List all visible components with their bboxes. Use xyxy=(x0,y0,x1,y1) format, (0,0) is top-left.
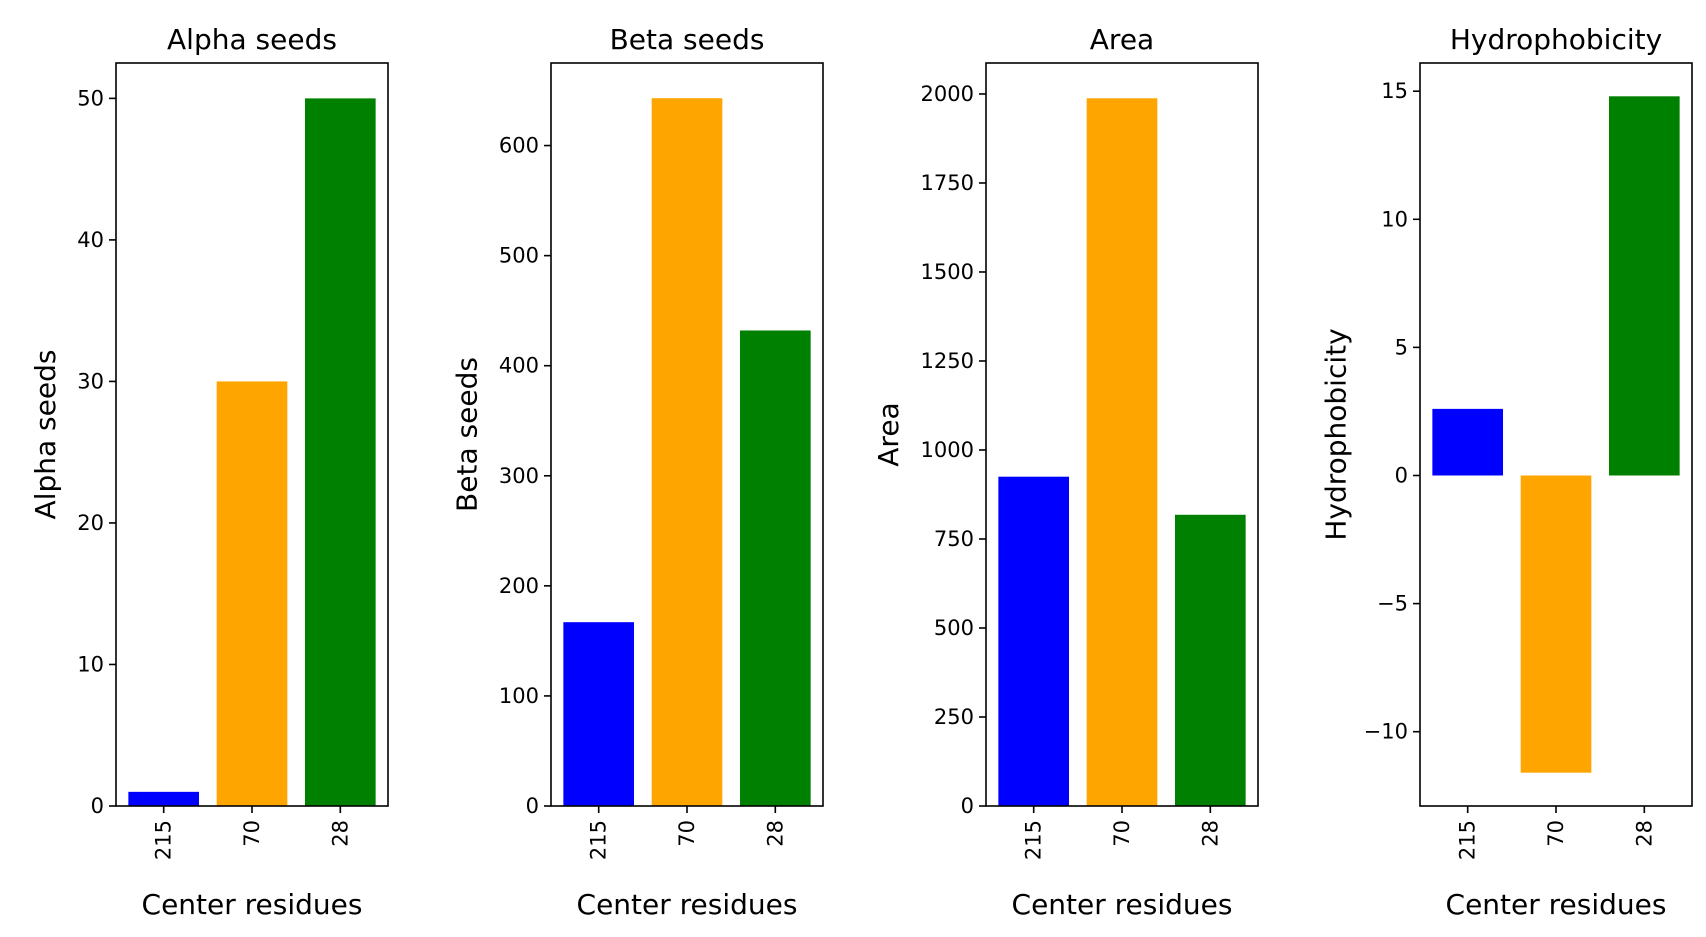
y-tick-label: 1750 xyxy=(921,171,974,195)
x-tick-label: 215 xyxy=(152,820,176,860)
x-tick-label: 28 xyxy=(328,820,352,847)
x-tick-label: 215 xyxy=(587,820,611,860)
y-tick-label: 1250 xyxy=(921,349,974,373)
y-axis-label: Area xyxy=(872,402,905,466)
y-axis-label: Beta seeds xyxy=(451,357,484,512)
y-tick-label: 300 xyxy=(499,464,539,488)
chart-panel-2: 0 100 200 300 400 500 600 215 70 28 Beta seeds Cent… xyxy=(451,23,824,921)
chart-title: Beta seeds xyxy=(610,23,765,56)
x-tick-label: 215 xyxy=(1022,820,1046,860)
x-tick-label: 28 xyxy=(1198,820,1222,847)
x-tick-label: 28 xyxy=(1632,820,1656,847)
x-tick-label: 70 xyxy=(675,820,699,847)
y-tick-label: 0 xyxy=(91,794,104,818)
x-axis-label: Center residues xyxy=(142,888,363,921)
y-tick-label: 40 xyxy=(77,228,104,252)
chart-title: Alpha seeds xyxy=(167,23,337,56)
chart-panel-4: −10 −5 0 5 10 15 215 70 28 Hydrophobicity Center r… xyxy=(1320,23,1693,921)
x-axis-label: Center residues xyxy=(1012,888,1233,921)
y-tick-label: 500 xyxy=(934,616,974,640)
y-tick-label: −5 xyxy=(1377,592,1408,616)
x-axis-label: Center residues xyxy=(1446,888,1667,921)
y-tick-label: 600 xyxy=(499,134,539,158)
y-tick-label: 400 xyxy=(499,354,539,378)
bar-28 xyxy=(304,98,376,806)
x-tick-label: 70 xyxy=(240,820,264,847)
bar-215 xyxy=(563,622,635,806)
x-tick-label: 215 xyxy=(1456,820,1480,860)
x-tick-label: 28 xyxy=(763,820,787,847)
y-tick-label: 5 xyxy=(1395,335,1408,359)
y-tick-label: 20 xyxy=(77,511,104,535)
x-tick-label: 70 xyxy=(1544,820,1568,847)
bar-28 xyxy=(739,330,811,806)
y-tick-label: 500 xyxy=(499,244,539,268)
bar-215 xyxy=(998,476,1070,806)
chart-panel-1: 0 10 20 30 40 50 215 70 28 Alpha seeds Center resi… xyxy=(29,23,389,921)
y-tick-label: 10 xyxy=(77,652,104,676)
y-tick-label: 1500 xyxy=(921,260,974,284)
y-axis-label: Alpha seeds xyxy=(29,350,62,520)
chart-title: Area xyxy=(1090,23,1154,56)
y-tick-label: 250 xyxy=(934,705,974,729)
bar-215 xyxy=(128,791,200,806)
y-tick-label: 15 xyxy=(1381,79,1408,103)
bar-70 xyxy=(1086,98,1158,806)
y-tick-label: 50 xyxy=(77,86,104,110)
bar-28 xyxy=(1608,96,1680,476)
y-tick-label: 10 xyxy=(1381,207,1408,231)
x-axis-label: Center residues xyxy=(577,888,798,921)
y-tick-label: 200 xyxy=(499,574,539,598)
x-tick-label: 70 xyxy=(1110,820,1134,847)
bar-70 xyxy=(651,98,723,807)
y-tick-label: 750 xyxy=(934,527,974,551)
y-tick-label: 1000 xyxy=(921,438,974,462)
bar-215 xyxy=(1432,408,1504,476)
bar-70 xyxy=(1520,475,1592,773)
y-tick-label: 0 xyxy=(526,794,539,818)
y-axis-label: Hydrophobicity xyxy=(1320,328,1353,540)
y-tick-label: 0 xyxy=(1395,463,1408,487)
y-tick-label: 100 xyxy=(499,684,539,708)
chart-panel-3: 0 250 500 750 1000 1250 1500 1750 2000 215 70 28 Are… xyxy=(872,23,1259,921)
chart-title: Hydrophobicity xyxy=(1450,23,1662,56)
y-tick-label: 2000 xyxy=(921,82,974,106)
y-tick-label: 30 xyxy=(77,369,104,393)
y-tick-label: 0 xyxy=(961,794,974,818)
bar-28 xyxy=(1174,514,1246,806)
bar-70 xyxy=(216,381,288,806)
y-tick-label: −10 xyxy=(1364,720,1408,744)
